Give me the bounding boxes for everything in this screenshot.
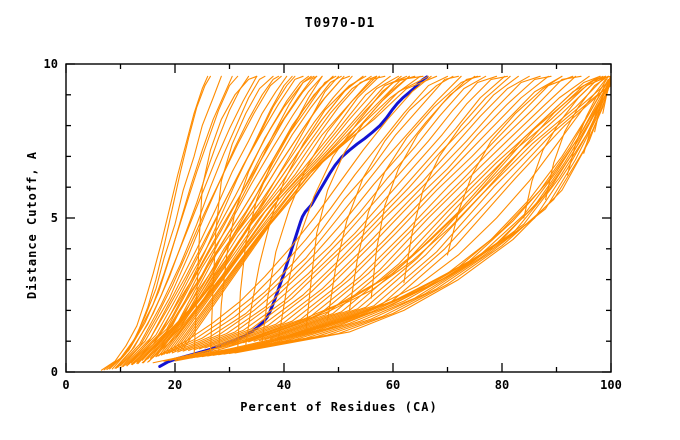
y-tick-label: 0: [50, 365, 58, 379]
reference-curve: [234, 78, 611, 354]
reference-curve: [370, 75, 481, 299]
reference-curve: [111, 75, 239, 370]
reference-curve: [218, 75, 315, 354]
reference-curve: [248, 75, 577, 343]
reference-curve: [121, 75, 282, 368]
reference-curve: [160, 75, 449, 356]
reference-curve: [139, 75, 342, 362]
series-layer: [100, 75, 611, 371]
reference-curve: [545, 75, 609, 201]
reference-curve: [179, 75, 429, 351]
reference-curve: [137, 75, 337, 365]
reference-curve: [115, 75, 258, 369]
reference-curve: [253, 75, 590, 342]
x-tick-label: 40: [276, 378, 292, 392]
reference-curve: [130, 75, 318, 364]
reference-curve: [280, 78, 611, 339]
y-tick-label: 5: [50, 211, 58, 225]
reference-curve: [327, 75, 454, 321]
x-tick-label: 0: [62, 378, 70, 392]
page-title: T0970-D1: [304, 16, 376, 31]
x-tick-label: 20: [167, 378, 183, 392]
reference-curve: [209, 75, 530, 348]
reference-curve: [242, 75, 582, 344]
reference-curve: [215, 75, 541, 348]
y-axis-label: Distance Cutoff, A: [25, 150, 39, 300]
reference-curve: [566, 75, 609, 176]
reference-curve: [228, 75, 611, 355]
reference-curve: [237, 75, 574, 345]
reference-curve: [198, 75, 506, 350]
x-tick-label: 60: [385, 378, 401, 392]
reference-curve: [261, 75, 378, 342]
reference-curve: [142, 75, 345, 364]
x-axis-label: Percent of Residues (CA): [240, 400, 438, 414]
reference-curve: [174, 78, 607, 362]
reference-curve: [177, 75, 476, 353]
reference-curve: [231, 75, 563, 345]
axis-ticks-layer: [65, 63, 612, 373]
reference-curve: [131, 75, 318, 366]
reference-curve: [193, 75, 258, 358]
reference-curve: [403, 75, 511, 284]
reference-curve: [147, 75, 340, 363]
reference-curve: [264, 75, 609, 341]
reference-curve: [171, 75, 462, 354]
reference-curve: [594, 75, 611, 133]
reference-curve: [155, 75, 432, 358]
reference-curve: [277, 75, 402, 339]
reference-curve: [171, 75, 424, 353]
reference-curve: [100, 75, 209, 371]
reference-curve: [158, 75, 380, 357]
reference-curve: [103, 75, 222, 371]
x-tick-label: 100: [600, 378, 622, 392]
reference-curve: [204, 75, 519, 349]
reference-curve: [237, 75, 334, 351]
reference-curve: [117, 75, 266, 368]
reference-curve: [160, 75, 391, 356]
reference-curve: [182, 75, 487, 352]
reference-curve: [148, 75, 364, 363]
reference-curve: [166, 75, 459, 355]
reference-curve: [128, 75, 310, 365]
reference-curve: [220, 75, 552, 347]
x-tick-label: 80: [494, 378, 510, 392]
reference-curve: [182, 75, 438, 350]
reference-curve: [166, 75, 408, 355]
reference-curve: [209, 75, 274, 355]
reference-curve: [163, 75, 400, 355]
reference-curve: [245, 75, 367, 345]
reference-curve: [122, 75, 288, 368]
reference-curve: [305, 75, 410, 333]
reference-curve: [126, 75, 304, 367]
reference-curve: [130, 75, 293, 365]
reference-curve: [152, 75, 604, 364]
reference-curve: [136, 75, 312, 364]
reference-curve: [152, 75, 378, 358]
reference-curve: [193, 75, 509, 351]
reference-curve: [149, 75, 372, 359]
reference-curve: [348, 75, 479, 311]
y-tick-label: 10: [43, 57, 58, 71]
